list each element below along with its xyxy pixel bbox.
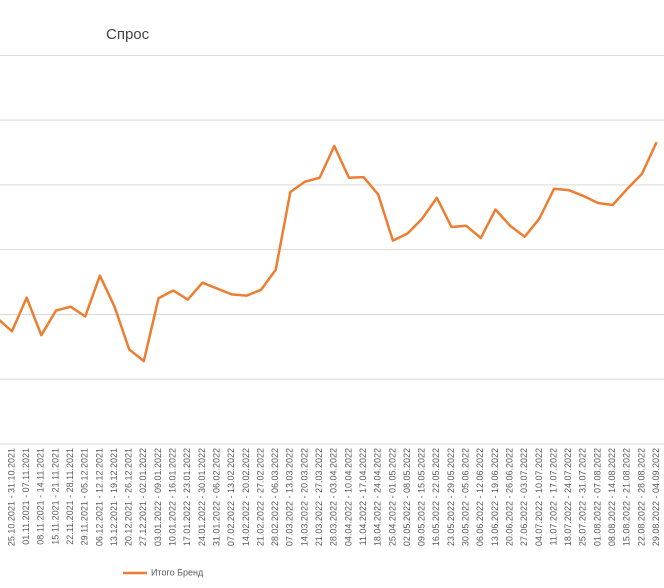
x-tick-label: 09.05.2022 - 15.05.2022 (417, 448, 427, 546)
x-tick-label: 24.01.2022 - 30.01.2022 (197, 448, 207, 546)
x-tick-label: 29.11.2021 - 05.12.2021 (80, 448, 90, 545)
x-tick-label: 04.04.2022 - 10.04.2022 (343, 448, 353, 546)
x-tick-label: 13.06.2022 - 19.06.2022 (490, 448, 500, 546)
x-tick-label: 07.03.2022 - 13.03.2022 (285, 448, 295, 546)
x-tick-label: 01.11.2021 - 07.11.2021 (21, 448, 31, 545)
x-tick-label: 10.01.2022 - 16.01.2022 (168, 448, 178, 546)
x-tick-label: 18.07.2022 - 24.07.2022 (563, 448, 573, 546)
x-tick-label: 08.11.2021 - 14.11.2021 (36, 448, 46, 545)
legend-label: Итого Бренд (151, 567, 204, 577)
x-tick-label: 04.07.2022 - 10.07.2022 (534, 448, 544, 546)
x-tick-label: 14.03.2022 - 20.03.2022 (299, 448, 309, 546)
x-tick-label: 27.06.2022 - 03.07.2022 (519, 448, 529, 546)
x-tick-label: 06.12.2021 - 12.12.2021 (94, 448, 104, 546)
x-tick-label: 16.05.2022 - 22.05.2022 (431, 448, 441, 546)
x-tick-label: 14.02.2022 - 20.02.2022 (241, 448, 251, 546)
x-tick-label: 28.03.2022 - 03.04.2022 (329, 448, 339, 546)
data-line (0, 141, 658, 363)
x-tick-label: 22.11.2021 - 28.11.2021 (65, 448, 75, 545)
x-tick-label: 25.07.2022 - 31.07.2022 (578, 448, 588, 546)
x-tick-label: 02.05.2022 - 08.05.2022 (402, 448, 412, 546)
x-tick-label: 23.05.2022 - 29.05.2022 (446, 448, 456, 546)
x-tick-label: 29.08.2022 - 04.09.2022 (651, 448, 661, 546)
x-tick-label: 28.02.2022 - 06.03.2022 (270, 448, 280, 546)
x-tick-label: 22.08.2022 - 28.08.2022 (636, 448, 646, 546)
x-tick-label: 11.07.2022 - 17.07.2022 (548, 448, 558, 545)
x-tick-label: 13.12.2021 - 19.12.2021 (109, 448, 119, 546)
x-tick-label: 21.03.2022 - 27.03.2022 (314, 448, 324, 546)
x-tick-label: 03.01.2022 - 09.01.2022 (153, 448, 163, 546)
x-tick-label: 11.04.2022 - 17.04.2022 (358, 448, 368, 545)
x-tick-label: 20.12.2021 - 26.12.2021 (124, 448, 134, 546)
x-tick-label: 25.04.2022 - 01.05.2022 (387, 448, 397, 546)
x-tick-label: 18.10.2021 - 24.10.2021 (0, 448, 2, 546)
x-tick-label: 08.08.2022 - 14.08.2022 (607, 448, 617, 546)
x-tick-label: 01.08.2022 - 07.08.2022 (592, 448, 602, 546)
x-tick-label: 25.10.2021 - 31.10.2021 (6, 448, 16, 546)
x-tick-label: 21.02.2022 - 27.02.2022 (255, 448, 265, 546)
x-tick-label: 31.01.2022 - 06.02.2022 (211, 448, 221, 546)
x-tick-label: 17.01.2022 - 23.01.2022 (182, 448, 192, 546)
x-tick-label: 27.12.2021 - 02.01.2022 (138, 448, 148, 546)
x-tick-label: 20.06.2022 - 26.06.2022 (504, 448, 514, 546)
x-tick-label: 15.08.2022 - 21.08.2022 (622, 448, 632, 546)
x-tick-label: 18.04.2022 - 24.04.2022 (373, 448, 383, 546)
x-tick-label: 30.05.2022 - 05.06.2022 (461, 448, 471, 546)
x-tick-label: 07.02.2022 - 13.02.2022 (226, 448, 236, 546)
chart-title: Спрос (106, 26, 150, 43)
x-tick-label: 06.06.2022 - 12.06.2022 (475, 448, 485, 546)
x-tick-label: 15.11.2021 - 21.11.2021 (50, 448, 60, 545)
